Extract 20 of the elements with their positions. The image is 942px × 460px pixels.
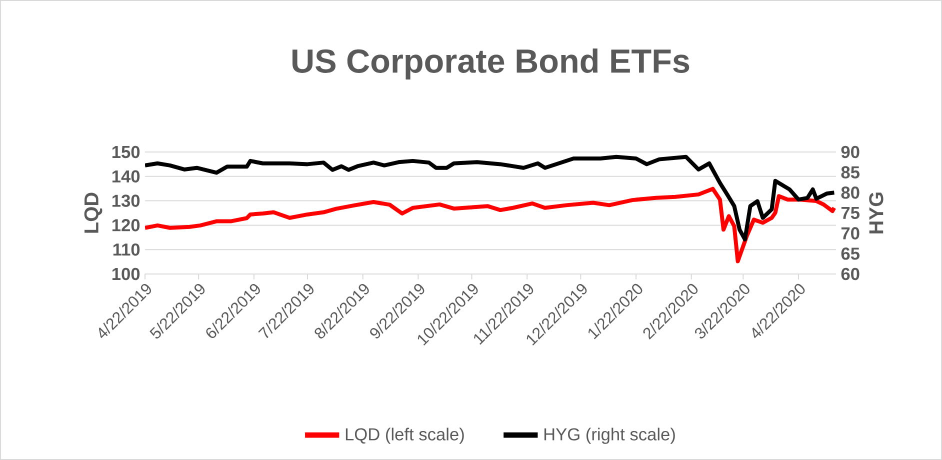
y-tick-label: 130 [112,194,140,207]
y-tick-label: 150 [112,146,140,158]
y2-tick-label: 75 [841,206,860,220]
y2-tick-label: 60 [841,268,860,280]
y-tick-label: 100 [112,268,140,280]
y-tick-label: 110 [113,243,140,256]
y2-tick-label: 65 [841,248,860,260]
y2-axis-title: HYG [869,192,884,234]
y2-tick-label: 85 [841,166,860,178]
legend-label: LQD (left scale) [346,428,464,444]
line-series [145,154,836,242]
y-axis-title: LQD [84,192,102,233]
y-tick-label: 120 [112,219,140,232]
chart-title: US Corporate Bond ETFs [292,48,690,80]
y2-tick-label: 90 [841,146,860,158]
y2-tick-label: 80 [841,186,860,199]
line-series [145,186,836,264]
legend-label: HYG (right scale) [544,428,675,444]
y2-tick-label: 70 [841,227,860,240]
y-tick-label: 140 [112,170,140,183]
